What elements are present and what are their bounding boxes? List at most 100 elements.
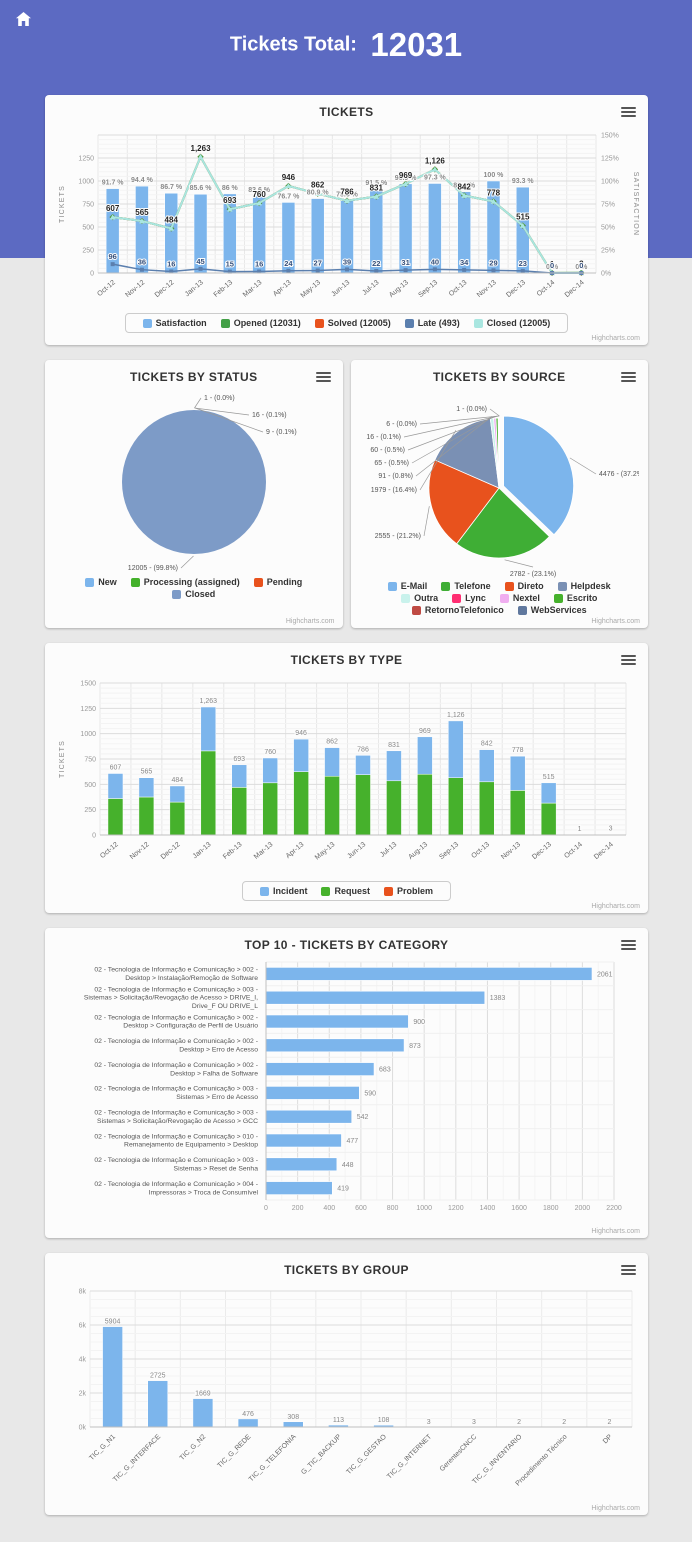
svg-text:1,263: 1,263 — [190, 144, 211, 153]
legend-swatch — [315, 319, 324, 328]
svg-text:1400: 1400 — [479, 1205, 495, 1212]
svg-text:86.7 %: 86.7 % — [160, 184, 183, 191]
svg-text:May-13: May-13 — [313, 841, 335, 861]
legend-swatch — [254, 578, 263, 587]
svg-text:125%: 125% — [601, 156, 619, 163]
legend-item-helpdesk[interactable]: Helpdesk — [558, 581, 611, 591]
svg-text:GerentesCNCC: GerentesCNCC — [438, 1433, 478, 1473]
highcharts-credit[interactable]: Highcharts.com — [591, 1505, 640, 1512]
legend-item-escrito[interactable]: Escrito — [554, 593, 598, 603]
svg-text:946: 946 — [281, 173, 295, 182]
svg-text:0: 0 — [579, 261, 583, 270]
legend-item-closed-12005-[interactable]: Closed (12005) — [474, 318, 551, 328]
legend-swatch — [143, 319, 152, 328]
highcharts-credit[interactable]: Highcharts.com — [286, 618, 335, 625]
svg-text:786: 786 — [357, 746, 369, 753]
legend-item-solved-12005-[interactable]: Solved (12005) — [315, 318, 391, 328]
svg-text:TIC_G_TELEFONIA: TIC_G_TELEFONIA — [247, 1433, 297, 1483]
chart-context-menu-icon[interactable] — [621, 105, 636, 119]
legend-item-new[interactable]: New — [85, 577, 117, 587]
svg-text:Apr-13: Apr-13 — [272, 279, 293, 298]
legend-item-outra[interactable]: Outra — [401, 593, 438, 603]
legend-item-direto[interactable]: Direto — [505, 581, 544, 591]
svg-text:873: 873 — [409, 1043, 421, 1050]
chart-context-menu-icon[interactable] — [621, 653, 636, 667]
svg-text:778: 778 — [486, 188, 500, 197]
svg-text:100 %: 100 % — [483, 172, 504, 179]
svg-text:3: 3 — [471, 1419, 475, 1426]
svg-text:8k: 8k — [78, 1289, 86, 1296]
svg-text:108: 108 — [377, 1417, 389, 1424]
legend-item-satisfaction[interactable]: Satisfaction — [143, 318, 207, 328]
highcharts-credit[interactable]: Highcharts.com — [591, 335, 640, 342]
svg-text:600: 600 — [355, 1205, 367, 1212]
status-pie-chart[interactable]: 1 - (0.0%)16 - (0.1%)9 - (0.1%)12005 - (… — [54, 386, 334, 574]
legend-item-closed[interactable]: Closed — [172, 589, 215, 599]
legend-item-pending[interactable]: Pending — [254, 577, 303, 587]
svg-text:Aug-13: Aug-13 — [388, 279, 410, 299]
legend-item-telefone[interactable]: Telefone — [441, 581, 490, 591]
tickets-combo-chart[interactable]: 0250500750100012500%25%50%75%100%125%150… — [54, 121, 640, 311]
svg-text:250: 250 — [82, 248, 94, 255]
svg-text:Jun-13: Jun-13 — [346, 841, 367, 860]
svg-text:Apr-13: Apr-13 — [284, 841, 305, 860]
chart-context-menu-icon[interactable] — [621, 370, 636, 384]
highcharts-credit[interactable]: Highcharts.com — [591, 618, 640, 625]
legend-item-late-493-[interactable]: Late (493) — [405, 318, 460, 328]
svg-text:565: 565 — [135, 208, 149, 217]
legend-item-e-mail[interactable]: E-Mail — [388, 581, 428, 591]
svg-text:91 - (0.8%): 91 - (0.8%) — [379, 473, 414, 480]
svg-text:50%: 50% — [601, 225, 615, 232]
legend-item-request[interactable]: Request — [321, 886, 370, 896]
home-icon[interactable] — [16, 12, 31, 26]
legend-item-lync[interactable]: Lync — [452, 593, 486, 603]
svg-text:484: 484 — [171, 777, 183, 784]
legend-item-opened-12031-[interactable]: Opened (12031) — [221, 318, 301, 328]
svg-text:1200: 1200 — [448, 1205, 464, 1212]
legend-swatch — [518, 606, 527, 615]
svg-text:TIC_G_INVENTARIO: TIC_G_INVENTARIO — [471, 1433, 524, 1486]
highcharts-credit[interactable]: Highcharts.com — [591, 903, 640, 910]
svg-text:0: 0 — [92, 833, 96, 840]
svg-text:91.7 %: 91.7 % — [101, 180, 124, 187]
tickets-total-value: 12031 — [370, 26, 462, 63]
svg-text:Jun-13: Jun-13 — [330, 279, 351, 298]
legend-item-retornotelefonico[interactable]: RetornoTelefonico — [412, 605, 504, 615]
svg-text:May-13: May-13 — [299, 279, 321, 299]
svg-text:Jan-13: Jan-13 — [183, 279, 204, 298]
chart-title: TICKETS BY TYPE — [53, 653, 640, 667]
svg-text:02 - Tecnologia de Informação: 02 - Tecnologia de Informação e Comunica… — [94, 1038, 258, 1045]
svg-text:Oct-12: Oct-12 — [96, 279, 117, 298]
svg-text:16 - (0.1%): 16 - (0.1%) — [252, 412, 287, 419]
legend-item-nextel[interactable]: Nextel — [500, 593, 540, 603]
svg-text:1 - (0.0%): 1 - (0.0%) — [204, 395, 235, 402]
svg-text:515: 515 — [516, 213, 530, 222]
svg-text:45: 45 — [196, 257, 204, 266]
highcharts-credit[interactable]: Highcharts.com — [591, 1228, 640, 1235]
svg-text:31: 31 — [401, 258, 409, 267]
legend-item-problem[interactable]: Problem — [384, 886, 433, 896]
svg-text:Feb-13: Feb-13 — [222, 841, 244, 861]
chart-context-menu-icon[interactable] — [316, 370, 331, 384]
legend-swatch — [405, 319, 414, 328]
svg-text:607: 607 — [109, 764, 121, 771]
source-pie-chart[interactable]: 4476 - (37.2%)2782 - (23.1%)2555 - (21.2… — [359, 386, 639, 578]
svg-text:94.4 %: 94.4 % — [131, 177, 154, 184]
chart-context-menu-icon[interactable] — [621, 938, 636, 952]
legend-item-incident[interactable]: Incident — [260, 886, 308, 896]
legend-swatch — [131, 578, 140, 587]
legend-item-webservices[interactable]: WebServices — [518, 605, 587, 615]
svg-text:969: 969 — [398, 171, 412, 180]
chart-context-menu-icon[interactable] — [621, 1263, 636, 1277]
svg-text:1383: 1383 — [489, 995, 505, 1002]
legend-item-processing-assigned-[interactable]: Processing (assigned) — [131, 577, 240, 587]
svg-text:02 - Tecnologia de Informação: 02 - Tecnologia de Informação e Comunica… — [94, 1062, 258, 1069]
svg-text:750: 750 — [84, 757, 96, 764]
svg-text:2000: 2000 — [574, 1205, 590, 1212]
svg-text:400: 400 — [323, 1205, 335, 1212]
